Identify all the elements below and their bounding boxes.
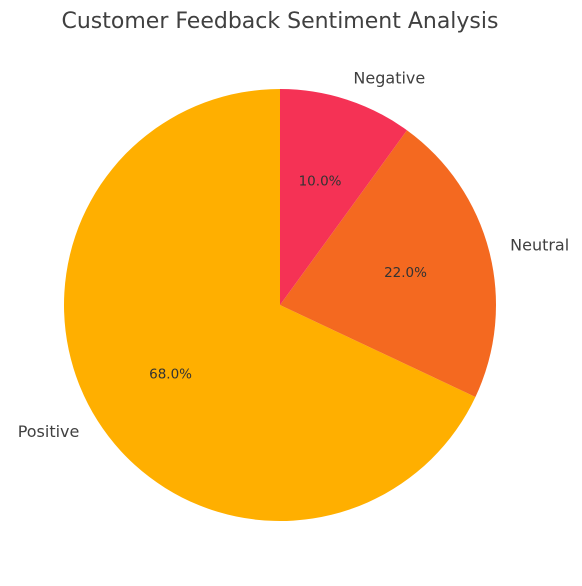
chart-title: Customer Feedback Sentiment Analysis [62,9,499,34]
percent-label-neutral: 22.0% [384,265,427,281]
percentage-labels: 68.0% 22.0% 10.0% [149,174,427,383]
percent-label-negative: 10.0% [299,174,342,190]
slice-labels: Positive Neutral Negative [18,69,569,441]
slice-label-neutral: Neutral [510,235,569,254]
slice-label-negative: Negative [353,69,425,88]
pie-slice-neutral [280,130,496,397]
pie-slice-negative [280,89,407,305]
pie-slice-positive [64,89,476,521]
slice-label-positive: Positive [18,422,80,441]
percent-label-positive: 68.0% [149,366,192,382]
pie-slices [64,89,496,521]
